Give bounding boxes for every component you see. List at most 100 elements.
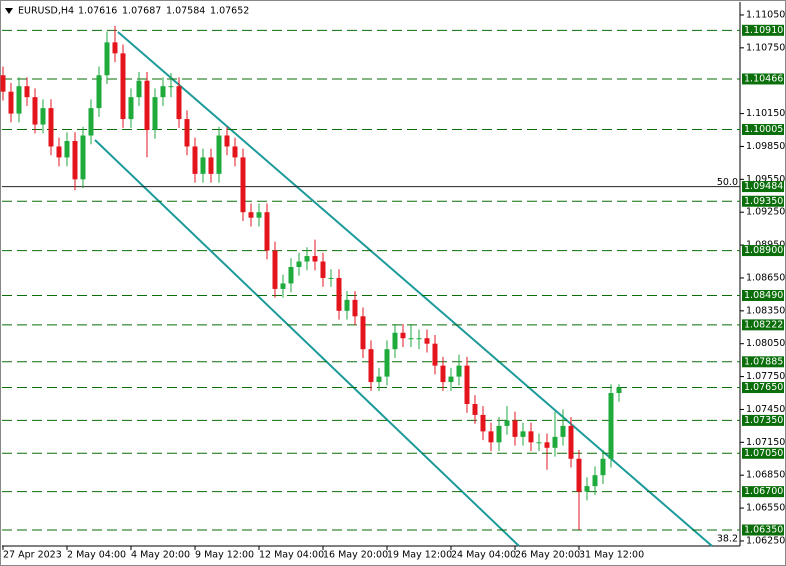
candle-body xyxy=(576,458,582,492)
level-label: 1.07885 xyxy=(744,356,783,367)
candle-body xyxy=(400,332,406,339)
x-tick-label: 31 May 12:00 xyxy=(579,550,644,561)
candle-body xyxy=(336,277,342,311)
candle-body xyxy=(592,475,598,487)
candle-body xyxy=(600,458,606,476)
x-tick-label: 26 May 20:00 xyxy=(515,550,580,561)
x-tick-label: 16 May 20:00 xyxy=(323,550,388,561)
candle-body xyxy=(104,42,110,76)
level-box xyxy=(742,289,784,301)
level-box xyxy=(742,414,784,426)
quote-value: 1.07584 xyxy=(166,6,205,17)
quote-value: 1.07687 xyxy=(122,6,161,17)
x-tick-label: 24 May 04:00 xyxy=(451,550,516,561)
level-label: 1.10466 xyxy=(744,73,783,84)
candle-body xyxy=(504,420,510,426)
candle-body xyxy=(0,75,6,92)
symbol: EURUSD,H4 xyxy=(18,6,74,17)
candle-body xyxy=(384,349,390,377)
level-box xyxy=(742,181,784,193)
channel-lower xyxy=(94,139,520,547)
candle-body xyxy=(520,431,526,437)
level-box xyxy=(742,73,784,85)
candle-body xyxy=(568,425,574,459)
candle-body xyxy=(544,442,550,448)
candle-body xyxy=(56,146,62,158)
candle-body xyxy=(456,365,462,377)
candle-body xyxy=(248,212,254,218)
x-tick-label: 9 May 12:00 xyxy=(195,550,254,561)
candle-body xyxy=(424,338,430,344)
candle-body xyxy=(448,376,454,383)
candle-body xyxy=(344,299,350,311)
candle-body xyxy=(320,261,326,278)
candle-body xyxy=(256,212,262,218)
candle-body xyxy=(208,157,214,174)
candle-body xyxy=(240,157,246,213)
candle-body xyxy=(160,86,166,98)
level-box xyxy=(742,486,784,498)
y-tick-label: 1.06250 xyxy=(746,535,785,546)
candle-body xyxy=(96,75,102,109)
level-label: 1.09484 xyxy=(744,181,783,192)
candle-body xyxy=(392,332,398,350)
level-label: 1.09350 xyxy=(744,196,783,207)
quote-value: 1.07616 xyxy=(78,6,117,17)
level-label: 1.07650 xyxy=(744,382,783,393)
level-label: 1.10005 xyxy=(744,124,783,135)
y-tick-label: 1.09550 xyxy=(746,174,785,185)
candle-body xyxy=(496,425,502,443)
level-box xyxy=(742,123,784,135)
y-tick-label: 1.07750 xyxy=(746,371,785,382)
fibo-label: 50.0 xyxy=(717,177,738,188)
candle-body xyxy=(440,365,446,383)
candle-body xyxy=(64,140,70,158)
candle-body xyxy=(288,267,294,284)
candle-body xyxy=(72,140,78,180)
candle-body xyxy=(432,343,438,366)
level-box xyxy=(742,195,784,207)
y-tick-label: 1.10750 xyxy=(746,42,785,53)
candle-body xyxy=(560,425,566,437)
level-box xyxy=(742,524,784,536)
candle-body xyxy=(480,414,486,432)
candle-body xyxy=(304,256,310,262)
candle-body xyxy=(24,86,30,98)
level-box xyxy=(742,319,784,331)
candle-body xyxy=(472,403,478,415)
candle-body xyxy=(144,80,150,131)
candle-body xyxy=(352,299,358,317)
candle-body xyxy=(48,108,54,147)
level-label: 1.07050 xyxy=(744,448,783,459)
candle-body xyxy=(112,42,118,54)
candle-body xyxy=(232,146,238,158)
candle-body xyxy=(88,108,94,136)
level-label: 1.06350 xyxy=(744,524,783,535)
candle-body xyxy=(312,256,318,262)
candle-body xyxy=(584,486,590,492)
menu-arrow[interactable] xyxy=(5,8,13,14)
x-tick-label: 12 May 04:00 xyxy=(259,550,324,561)
candle-body xyxy=(368,349,374,383)
y-tick-label: 1.07450 xyxy=(746,404,785,415)
candle-body xyxy=(272,250,278,289)
candle-body xyxy=(360,316,366,350)
candle-body xyxy=(136,80,142,98)
candle-body xyxy=(536,442,542,444)
candle-body xyxy=(32,97,38,125)
level-label: 1.08900 xyxy=(744,245,783,256)
candle-body xyxy=(152,97,158,131)
candle-body xyxy=(280,283,286,289)
candle-body xyxy=(128,97,134,120)
candle-body xyxy=(120,53,126,120)
candle-body xyxy=(616,387,622,394)
y-tick-label: 1.06550 xyxy=(746,503,785,514)
candle-body xyxy=(328,277,334,279)
channel-upper xyxy=(117,31,713,547)
level-label: 1.07350 xyxy=(744,415,783,426)
candle-body xyxy=(80,135,86,180)
candle-body xyxy=(376,376,382,383)
candle-body xyxy=(408,338,414,340)
